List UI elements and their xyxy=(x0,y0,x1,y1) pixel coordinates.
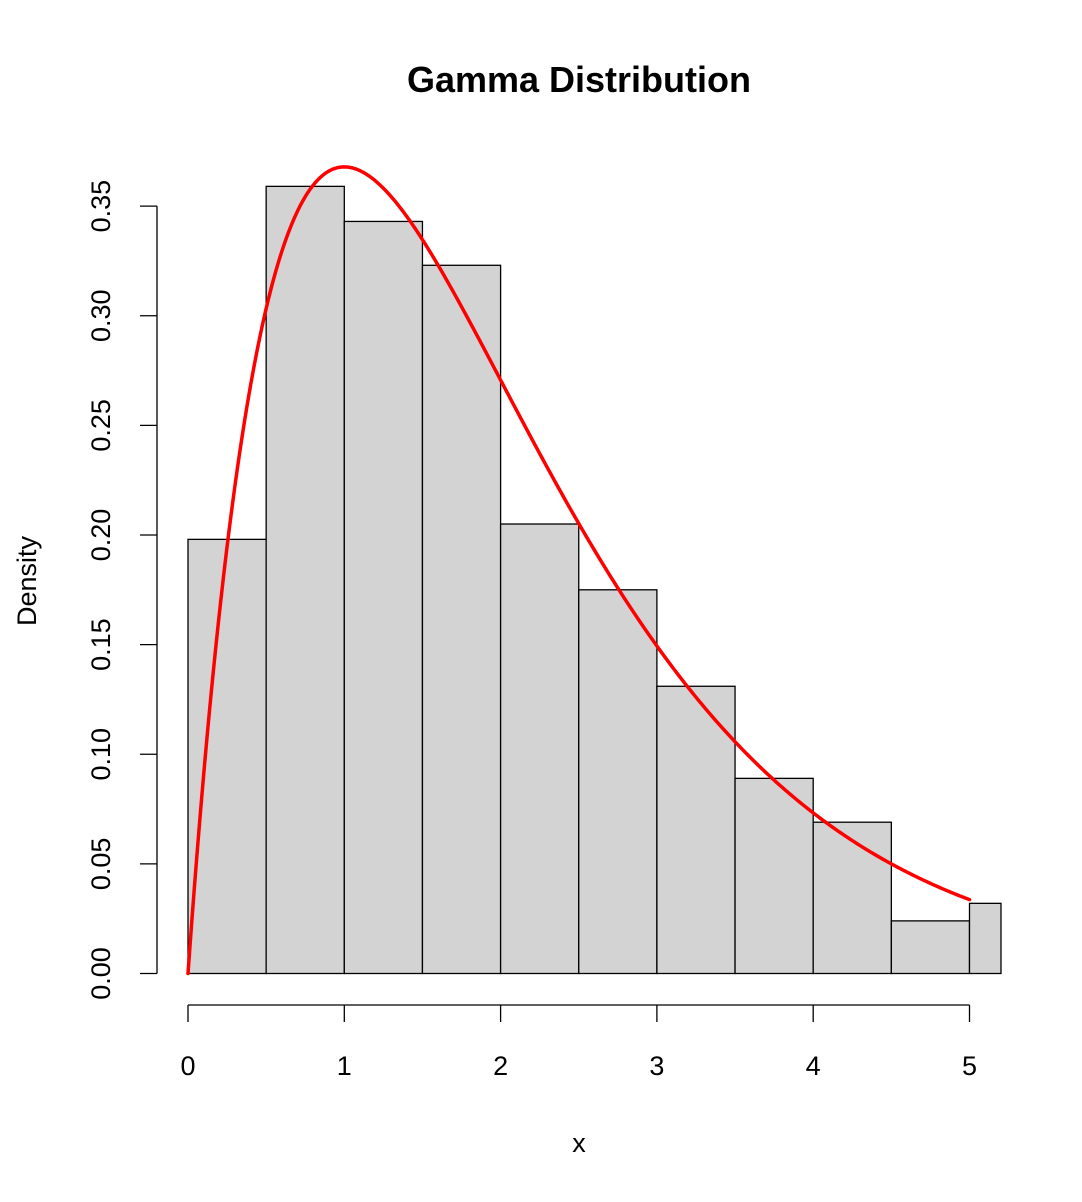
histogram-bar xyxy=(499,523,580,975)
histogram-bar xyxy=(187,538,267,975)
histogram-bar xyxy=(656,685,736,975)
y-tick-label: 0.15 xyxy=(86,618,116,671)
y-axis-label: Density xyxy=(12,535,42,626)
chart-title: Gamma Distribution xyxy=(407,59,751,100)
histogram-bar xyxy=(968,902,1002,975)
x-tick-label: 0 xyxy=(180,1051,195,1081)
histogram-bars xyxy=(187,185,1002,975)
histogram-bar xyxy=(265,185,345,975)
y-tick-label: 0.05 xyxy=(86,838,116,891)
histogram-bar xyxy=(734,777,814,975)
x-tick-label: 4 xyxy=(806,1051,821,1081)
x-tick-label: 3 xyxy=(649,1051,664,1081)
y-tick-label: 0.30 xyxy=(86,289,116,342)
y-tick-label: 0.10 xyxy=(86,728,116,781)
x-axis: 0 1 2 3 4 5 xyxy=(180,1004,977,1081)
y-tick-label: 0.00 xyxy=(86,947,116,1000)
y-tick-label: 0.35 xyxy=(86,180,116,233)
x-tick-label: 1 xyxy=(337,1051,352,1081)
x-axis-label: x xyxy=(572,1128,586,1158)
histogram-bar xyxy=(578,589,658,975)
histogram-bar xyxy=(421,264,502,975)
y-tick-label: 0.20 xyxy=(86,509,116,562)
density-curve xyxy=(186,165,972,976)
x-tick-label: 2 xyxy=(493,1051,508,1081)
histogram-bar xyxy=(890,920,971,975)
histogram-bar xyxy=(343,220,424,975)
y-tick-label: 0.25 xyxy=(86,399,116,452)
histogram-bar xyxy=(812,821,893,975)
y-axis: 0.00 0.05 0.10 0.15 0.20 0.25 0.30 0.35 xyxy=(86,180,158,1000)
x-tick-label: 5 xyxy=(962,1051,977,1081)
